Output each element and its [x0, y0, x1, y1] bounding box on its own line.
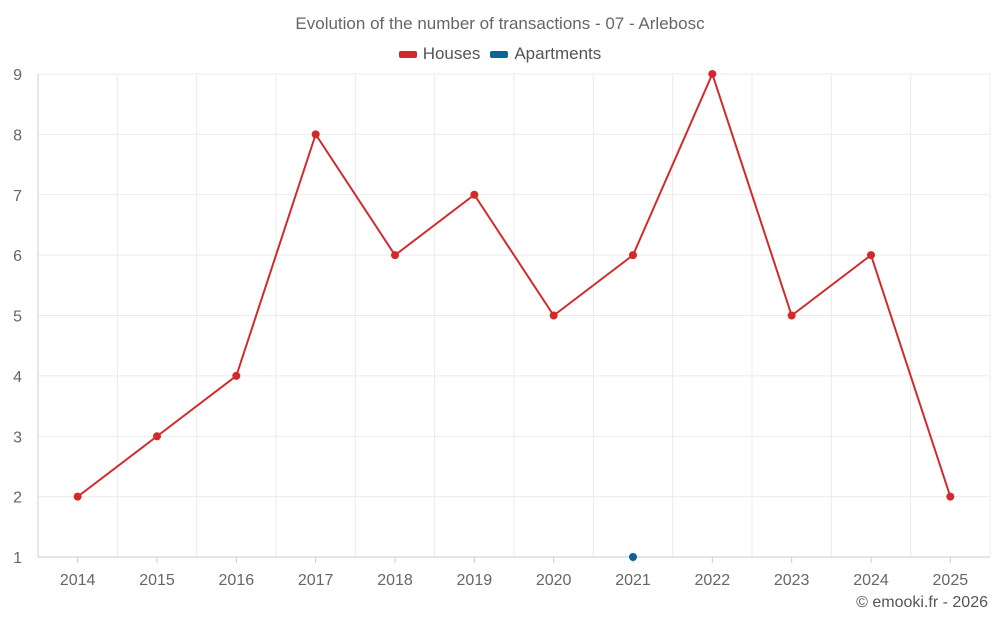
data-point-houses: [470, 190, 479, 199]
data-point-houses: [311, 130, 320, 139]
y-tick-label: 8: [13, 127, 22, 144]
data-point-houses: [73, 492, 82, 501]
data-point-houses: [946, 492, 955, 501]
x-tick-label: 2016: [219, 572, 255, 589]
legend-label-houses: Houses: [422, 44, 481, 63]
credit-text: © emooki.fr - 2026: [856, 594, 988, 611]
x-tick-label: 2025: [933, 572, 969, 589]
data-point-houses: [232, 371, 241, 380]
chart-legend: Houses Apartments: [0, 44, 1000, 64]
series-lines: [77, 73, 952, 498]
data-point-houses: [391, 251, 399, 260]
x-tick-label: 2022: [695, 572, 731, 589]
x-tick-label: 2020: [536, 572, 572, 589]
data-point-houses: [549, 311, 558, 320]
legend-label-apartments: Apartments: [514, 44, 602, 63]
data-point-apartments: [629, 553, 637, 561]
y-tick-label: 7: [13, 188, 22, 205]
grid-lines: [38, 73, 991, 557]
x-tick-label: 2023: [774, 572, 810, 589]
data-point-houses: [867, 251, 875, 260]
legend-item-houses[interactable]: Houses: [398, 44, 481, 64]
y-tick-label: 4: [13, 369, 22, 386]
x-tick-label: 2018: [377, 572, 413, 589]
legend-item-apartments[interactable]: Apartments: [490, 44, 601, 64]
x-tick-label: 2019: [457, 572, 493, 589]
data-point-houses: [708, 70, 717, 78]
data-point-houses: [787, 311, 796, 320]
data-point-houses: [629, 251, 637, 260]
y-tick-label: 2: [13, 490, 22, 507]
y-tick-label: 3: [13, 429, 22, 446]
y-tick-label: 1: [13, 550, 22, 567]
x-tick-label: 2014: [60, 572, 96, 589]
y-tick-label: 9: [13, 67, 22, 84]
axes: 1 2 3 4 5 6 7 8 9 2014 2015 2016 2017 2018 2019 2020 202…: [13, 67, 990, 589]
x-tick-label: 2021: [615, 572, 651, 589]
chart-title: Evolution of the number of transactions …: [295, 14, 705, 33]
x-tick-label: 2024: [853, 572, 889, 589]
legend-swatch-houses: [398, 50, 417, 58]
y-tick-label: 5: [13, 309, 22, 326]
x-tick-label: 2017: [298, 572, 334, 589]
series-points: [73, 70, 955, 561]
x-tick-label: 2015: [139, 572, 175, 589]
data-point-houses: [153, 432, 161, 441]
series-line-houses: [77, 73, 952, 498]
y-tick-label: 6: [13, 248, 22, 265]
legend-swatch-apartments: [490, 50, 509, 58]
